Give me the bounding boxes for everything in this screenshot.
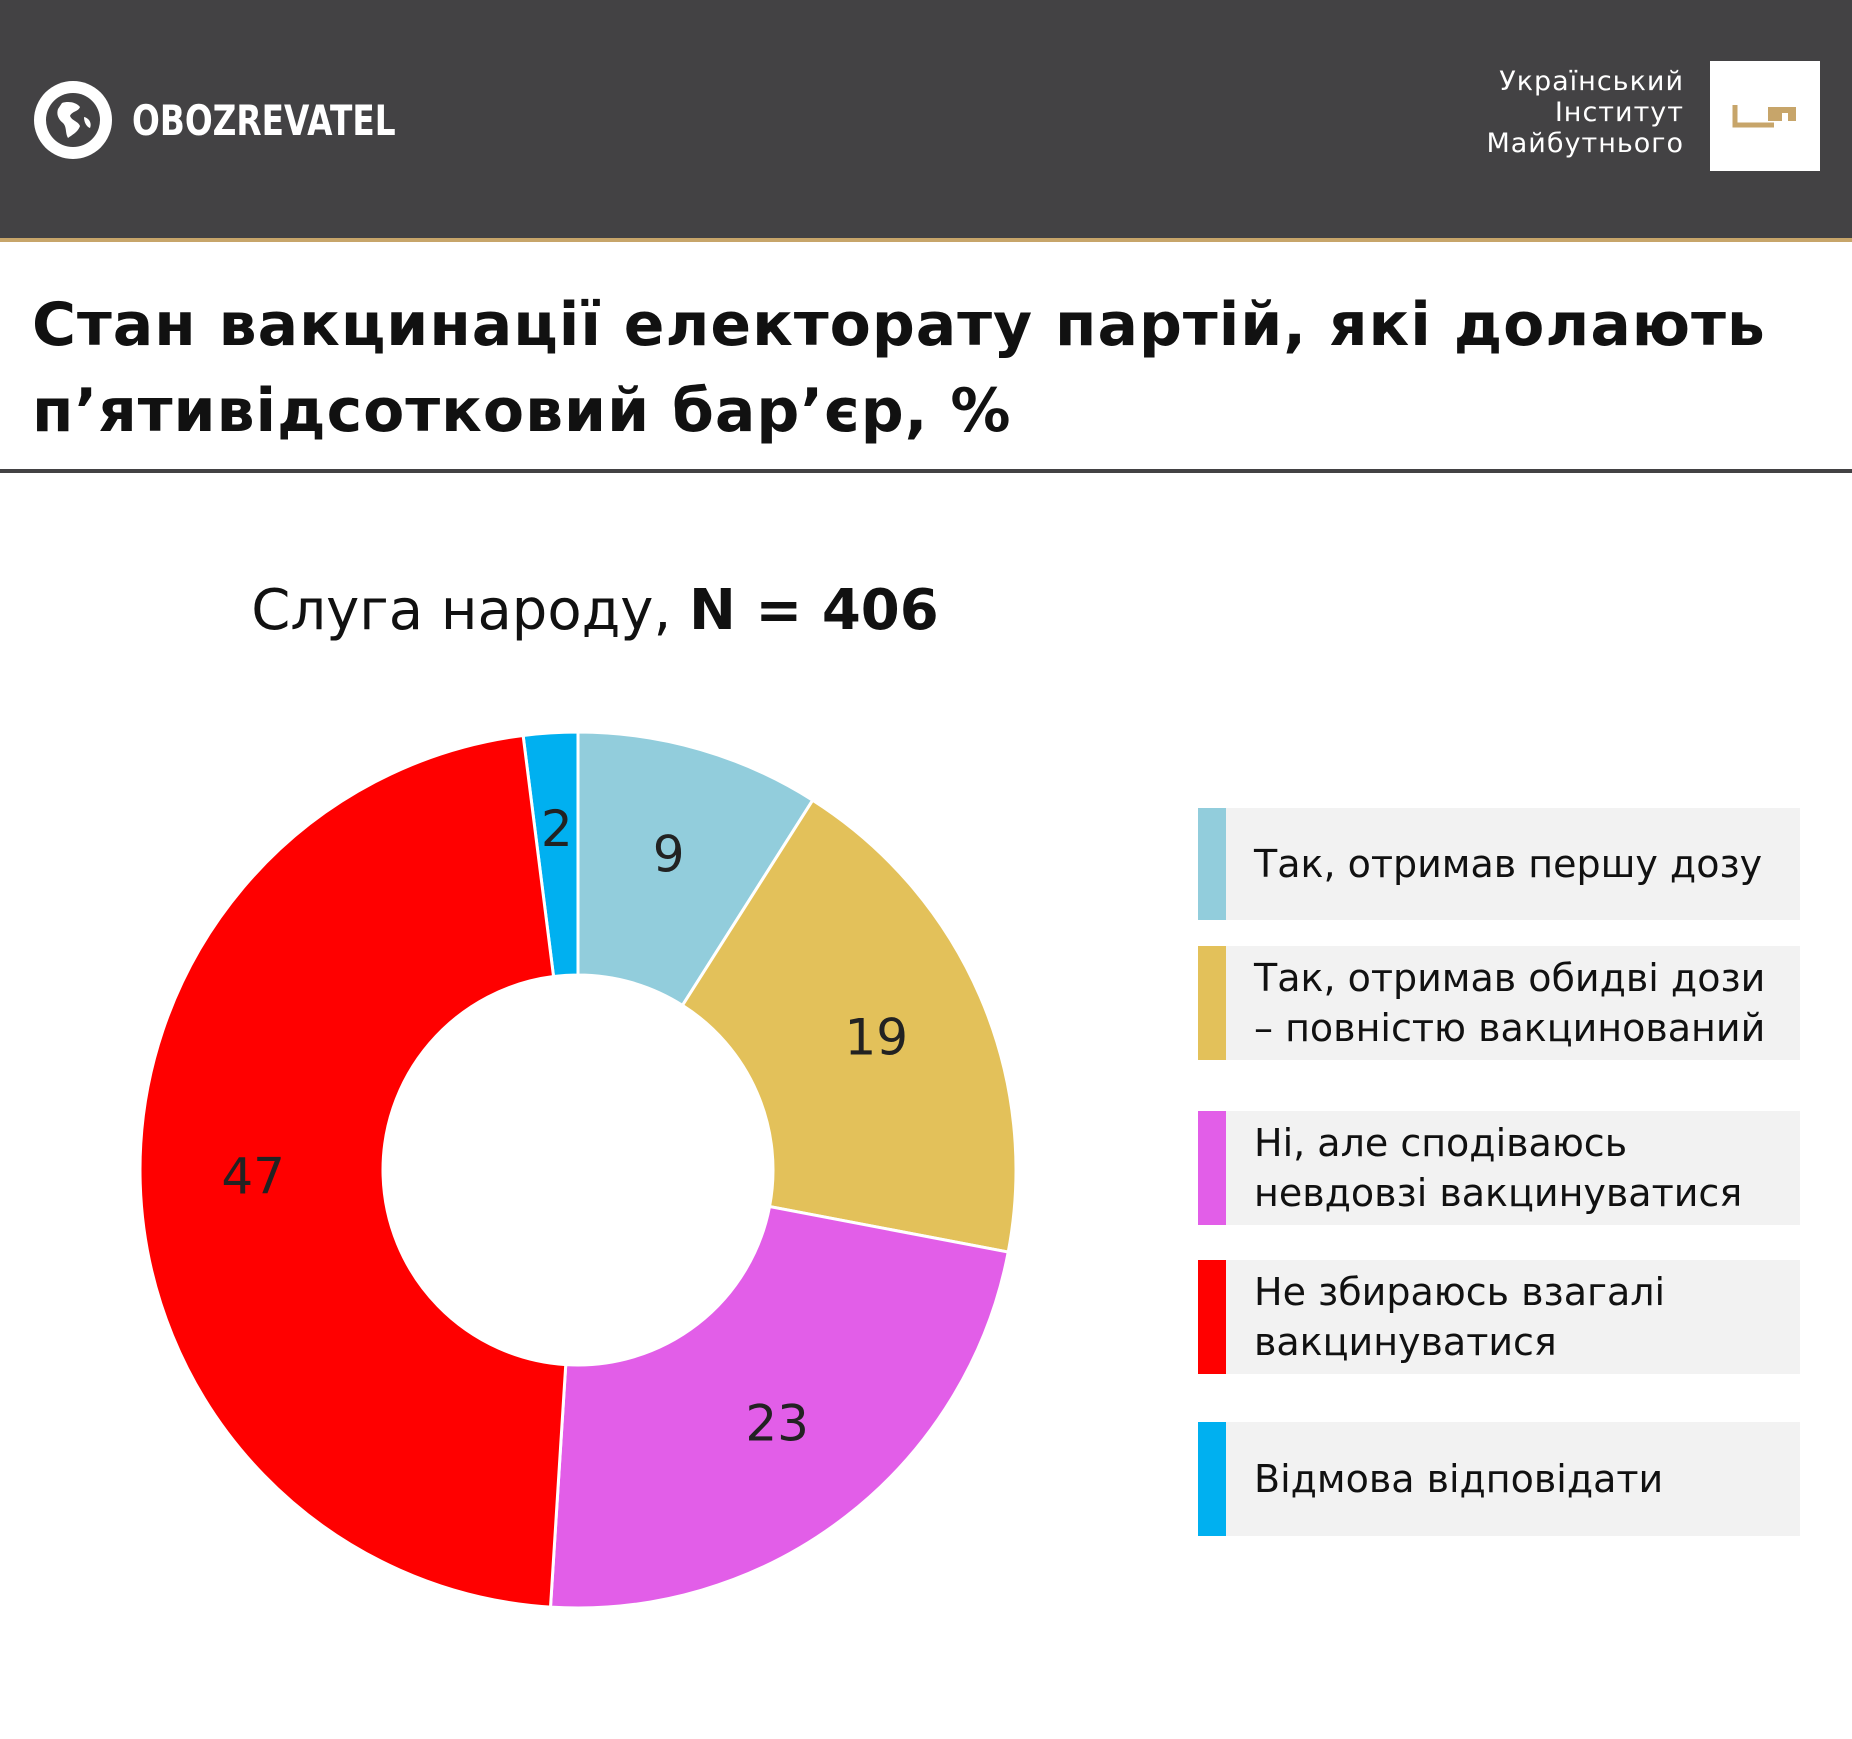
donut-slice-2: [680, 798, 1018, 1254]
slice-value-label-1: 9: [653, 825, 685, 883]
header-divider: [0, 238, 1852, 242]
institute-line-2: Інститут: [1554, 97, 1684, 128]
chart-title-prefix: Слуга народу,: [251, 578, 690, 643]
page-title: Стан вакцинації електорату партій, які д…: [32, 290, 1766, 446]
legend-label: Так, отримав обидві дози – повністю вакц…: [1254, 956, 1766, 1050]
legend-label: Ні, але сподіваюсь невдовзі вакцинуватис…: [1254, 1121, 1743, 1215]
slice-value-label-3: 23: [745, 1394, 809, 1452]
legend-item: Так, отримав першу дозу: [1198, 808, 1800, 920]
institute-line-1: Український: [1499, 66, 1684, 97]
legend-item: Так, отримав обидві дози – повністю вакц…: [1198, 946, 1800, 1060]
institute-logo[interactable]: [1710, 61, 1820, 171]
obozrevatel-logo[interactable]: OBOZREVATEL: [32, 78, 470, 162]
header-bar: [0, 0, 1852, 238]
legend-swatch: [1198, 1260, 1226, 1374]
chart-title: Слуга народу, N = 406: [150, 578, 1040, 643]
legend-swatch: [1198, 946, 1226, 1060]
donut-slice-4: [138, 733, 568, 1609]
institute-line-3: Майбутнього: [1486, 128, 1684, 159]
donut-slice-1: [576, 730, 815, 1008]
slice-value-label-5: 2: [541, 800, 573, 858]
globe-icon: [34, 81, 112, 159]
legend-item: Ні, але сподіваюсь невдовзі вакцинуватис…: [1198, 1111, 1800, 1225]
donut-slice-3: [548, 1204, 1010, 1610]
key-icon: [1732, 105, 1796, 128]
slice-value-label-2: 19: [844, 1008, 908, 1066]
legend-item: Не збираюсь взагалі вакцинуватися: [1198, 1260, 1800, 1374]
legend-swatch: [1198, 1422, 1226, 1536]
legend-item: Відмова відповідати: [1198, 1422, 1800, 1536]
title-divider: [0, 469, 1852, 473]
brand-name: OBOZREVATEL: [132, 95, 396, 145]
legend-swatch: [1198, 808, 1226, 920]
chart-title-sample-size: N = 406: [689, 578, 939, 643]
slice-value-label-4: 47: [221, 1148, 285, 1206]
legend-label: Відмова відповідати: [1254, 1457, 1664, 1501]
institute-name: Український Інститут Майбутнього: [1486, 66, 1684, 159]
legend-label: Так, отримав першу дозу: [1254, 842, 1763, 886]
legend-swatch: [1198, 1111, 1226, 1225]
legend-label: Не збираюсь взагалі вакцинуватися: [1254, 1270, 1666, 1364]
